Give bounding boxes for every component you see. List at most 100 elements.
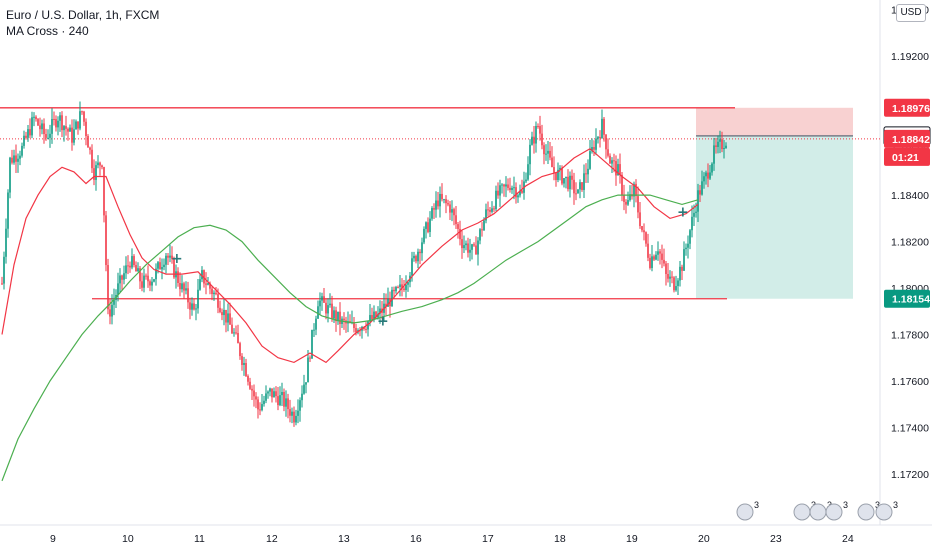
candle-body xyxy=(251,388,253,391)
ma-cross-marker[interactable]: + xyxy=(377,314,389,330)
price-tag[interactable] xyxy=(884,98,930,117)
candle-body xyxy=(225,309,227,323)
candle-body xyxy=(279,395,281,406)
candle-body xyxy=(459,228,461,240)
candle-body xyxy=(113,299,115,305)
price-tag[interactable] xyxy=(884,289,930,308)
candle-body xyxy=(149,281,151,286)
candle-body xyxy=(69,127,71,132)
candle-body xyxy=(589,151,591,169)
candle-body xyxy=(55,119,57,128)
candle-body xyxy=(535,125,537,144)
economic-event-icon[interactable] xyxy=(736,503,754,521)
candle-body xyxy=(413,255,415,259)
candle-body xyxy=(269,388,271,392)
time-axis-tick: 12 xyxy=(266,533,278,545)
candle-body xyxy=(171,255,173,260)
candle-body xyxy=(133,256,135,266)
candle-body xyxy=(307,357,309,383)
candle-body xyxy=(145,275,147,277)
candle-body xyxy=(465,243,467,246)
candle-body xyxy=(165,255,167,265)
candle-body xyxy=(223,309,225,316)
candle-body xyxy=(499,185,501,196)
candle-body xyxy=(161,267,163,270)
candle-body xyxy=(215,292,217,295)
candle-body xyxy=(679,266,681,281)
ma-cross-marker[interactable]: + xyxy=(677,204,689,220)
candle-body xyxy=(595,138,597,150)
candle-body xyxy=(399,284,401,288)
candle-body xyxy=(163,264,165,268)
time-axis-tick: 18 xyxy=(554,533,566,545)
stop-loss-zone[interactable] xyxy=(696,107,853,136)
candle-body xyxy=(143,275,145,288)
candle-body xyxy=(331,303,333,319)
price-axis-tick: 1.18200 xyxy=(891,237,929,249)
candle-body xyxy=(509,187,511,191)
candle-body xyxy=(719,139,721,142)
candle-body xyxy=(153,279,155,282)
price-tag[interactable] xyxy=(884,147,930,166)
candle-body xyxy=(573,179,575,194)
candle-body xyxy=(591,147,593,152)
currency-button[interactable]: USD xyxy=(896,4,926,22)
candle-body xyxy=(425,222,427,229)
ma-cross-marker[interactable]: + xyxy=(171,251,183,267)
candle-body xyxy=(511,187,513,191)
candle-body xyxy=(77,121,79,129)
candle-body xyxy=(561,167,563,184)
economic-event-icon[interactable] xyxy=(793,503,811,521)
candle-body xyxy=(7,192,9,229)
candle-body xyxy=(141,281,143,288)
economic-event-icon[interactable] xyxy=(825,503,843,521)
candle-body xyxy=(299,400,301,411)
candle-body xyxy=(337,311,339,322)
candle-body xyxy=(491,208,493,212)
economic-event-icon[interactable] xyxy=(857,503,875,521)
candle-body xyxy=(183,283,185,291)
candle-body xyxy=(593,147,595,150)
candle-body xyxy=(497,190,499,196)
candle-body xyxy=(567,176,569,190)
candle-body xyxy=(123,273,125,280)
candle-body xyxy=(301,393,303,401)
candle-body xyxy=(475,245,477,255)
candle-body xyxy=(137,268,139,272)
indicator-title[interactable]: MA Cross · 240 xyxy=(6,24,89,38)
candle-body xyxy=(479,229,481,241)
candle-body xyxy=(93,168,95,180)
candle-body xyxy=(531,136,533,145)
economic-event-icon[interactable] xyxy=(809,503,827,521)
take-profit-zone[interactable] xyxy=(696,135,853,299)
candle-body xyxy=(695,211,697,213)
event-count-label: 3 xyxy=(893,500,898,510)
candle-body xyxy=(461,239,463,249)
ma-fast-line[interactable] xyxy=(1,147,699,364)
ma-slow-line[interactable] xyxy=(1,194,699,482)
candle-body xyxy=(159,262,161,270)
economic-event-icon[interactable] xyxy=(875,503,893,521)
candle-body xyxy=(293,411,295,423)
candle-body xyxy=(43,123,45,135)
candle-body xyxy=(549,150,551,158)
candle-body xyxy=(125,265,127,274)
price-tag[interactable] xyxy=(884,129,930,148)
candle-body xyxy=(527,164,529,180)
candle-body xyxy=(291,411,293,416)
candle-body xyxy=(85,121,87,137)
candle-body xyxy=(5,228,7,257)
candle-body xyxy=(565,176,567,179)
candle-body xyxy=(585,173,587,175)
candle-body xyxy=(493,208,495,210)
candle-body xyxy=(555,172,557,180)
candle-body xyxy=(107,265,109,310)
candle-body xyxy=(431,208,433,219)
candle-body xyxy=(11,157,13,163)
candle-body xyxy=(575,193,577,195)
candle-body xyxy=(105,215,107,266)
candle-body xyxy=(217,294,219,308)
candle-body xyxy=(135,265,137,272)
